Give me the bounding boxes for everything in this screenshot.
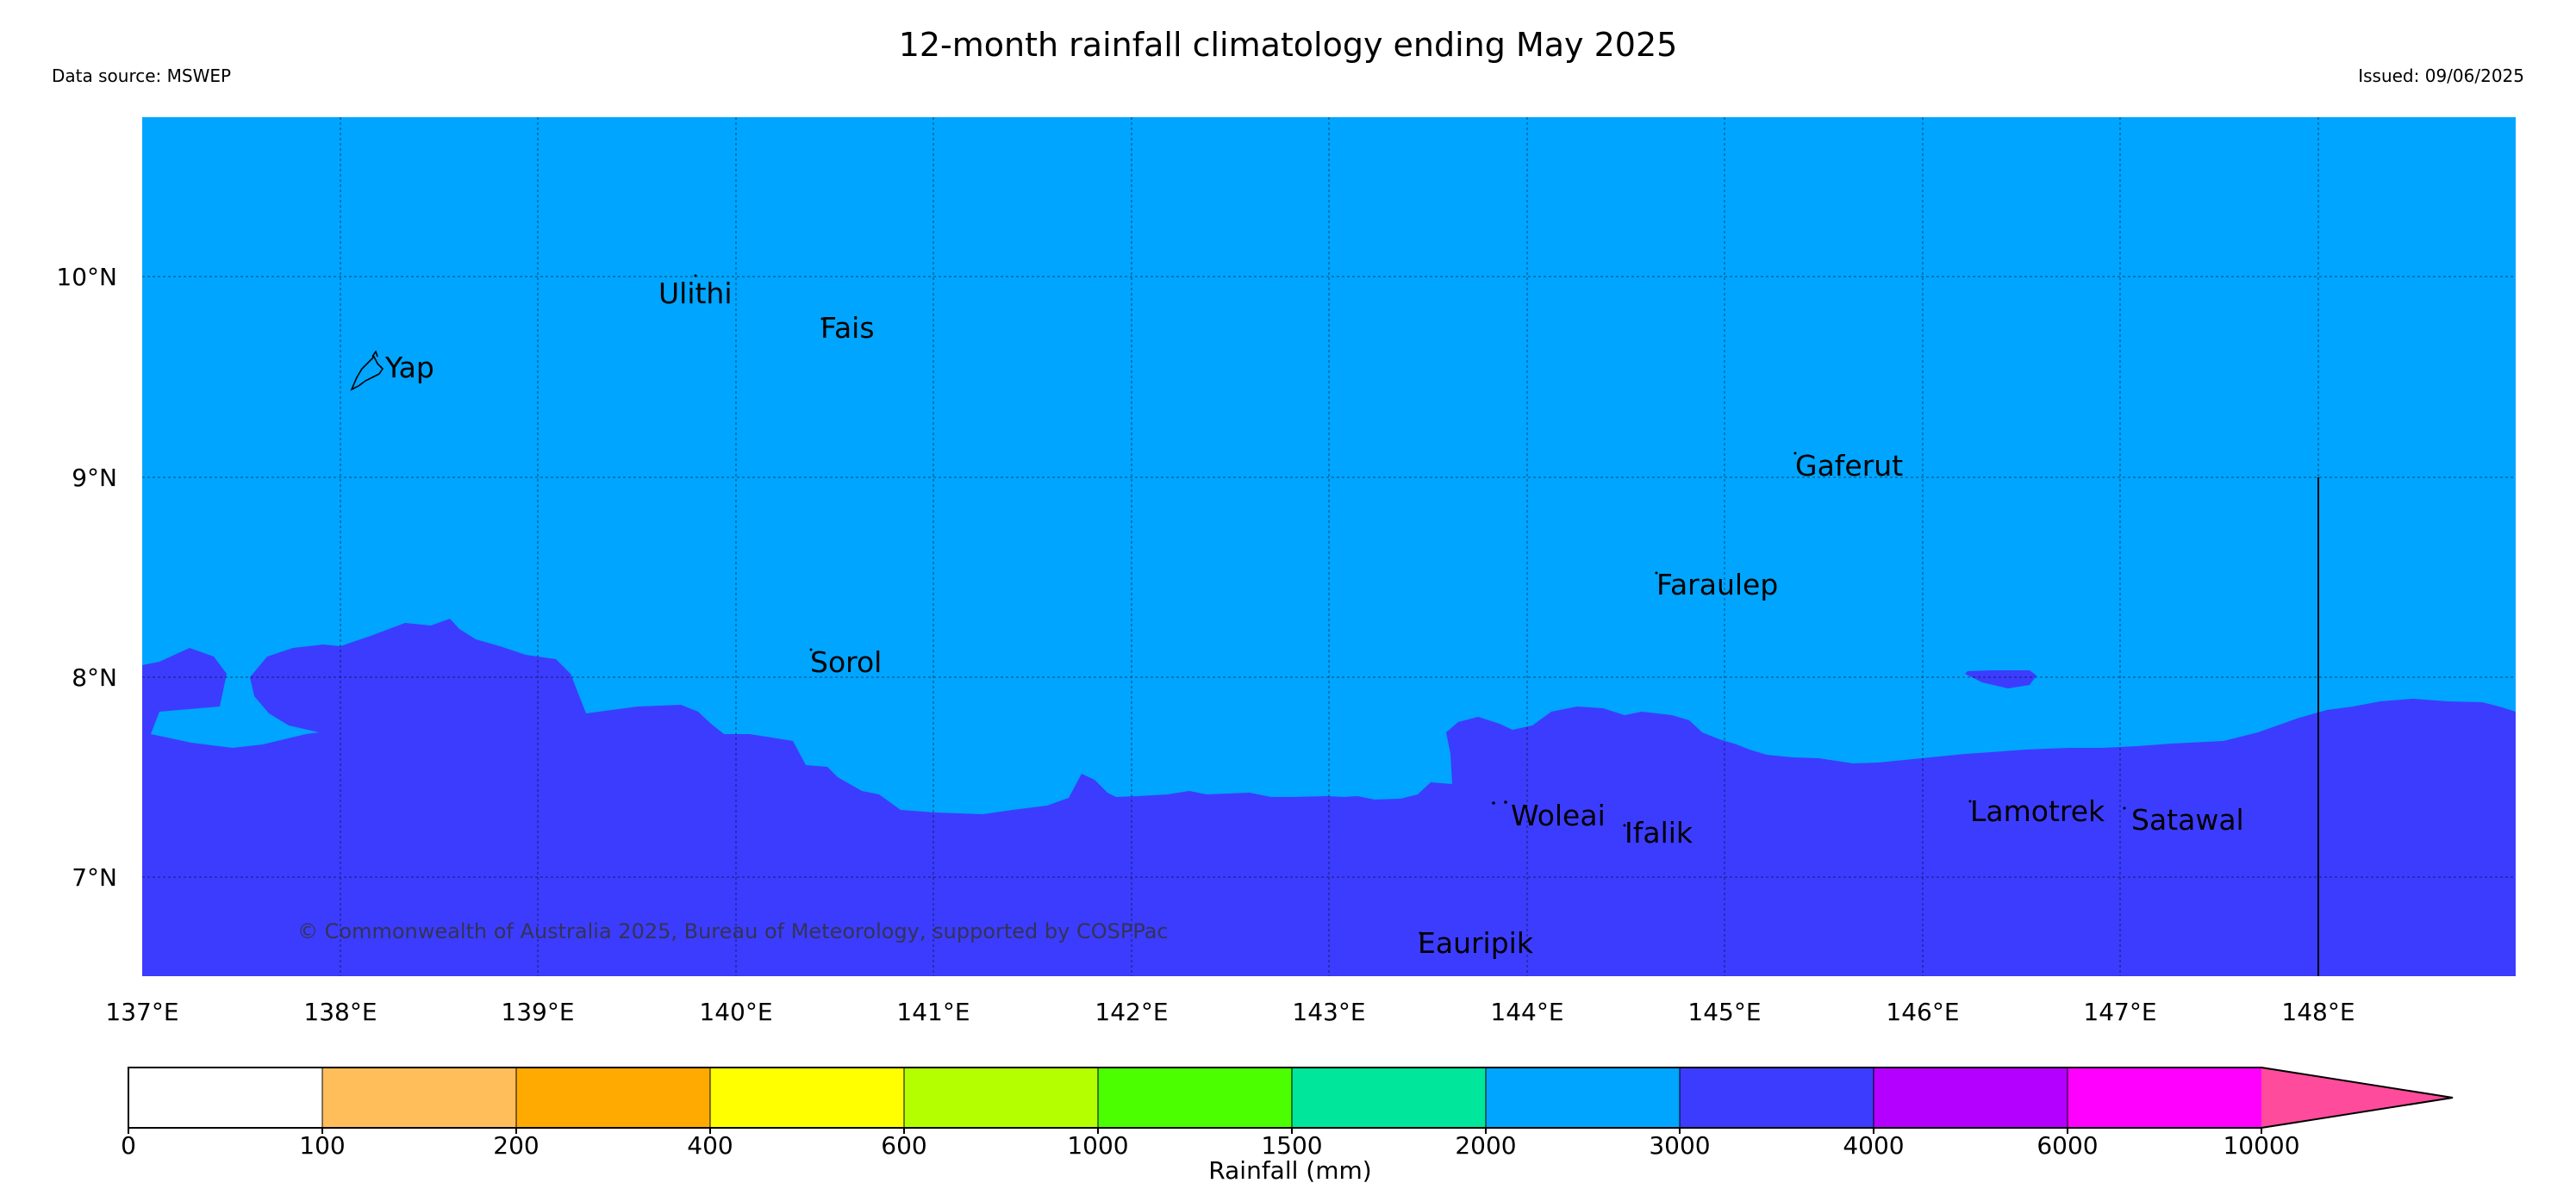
place-yap: Yap xyxy=(384,351,434,384)
colorbar-tick-6000: 6000 xyxy=(2036,1131,2098,1160)
data-source: Data source: MSWEP xyxy=(52,65,232,86)
issued-date: Issued: 09/06/2025 xyxy=(2358,65,2524,86)
x-tick-146E: 146°E xyxy=(1886,998,1959,1026)
colorbar-tick-marks xyxy=(128,1128,2262,1134)
colorbar-tick-200: 200 xyxy=(493,1131,539,1160)
place-ulithi: Ulithi xyxy=(658,277,733,310)
x-tick-139E: 139°E xyxy=(501,998,574,1026)
map-plot: Yap Ulithi Fais Gaferut Faraulep Sorol W… xyxy=(142,117,2516,976)
y-tick-8N: 8°N xyxy=(72,663,117,692)
island-markers xyxy=(694,274,2126,935)
colorbar-tick-1500: 1500 xyxy=(1261,1131,1322,1160)
place-sorol: Sorol xyxy=(810,645,882,679)
place-gaferut: Gaferut xyxy=(1795,449,1903,482)
colorbar-seg-1000-1500 xyxy=(1098,1068,1292,1128)
colorbar-tick-2000: 2000 xyxy=(1455,1131,1516,1160)
place-ifalik: Ifalik xyxy=(1625,816,1693,850)
colorbar-seg-1500-2000 xyxy=(1292,1068,1486,1128)
colorbar-tick-1000: 1000 xyxy=(1067,1131,1128,1160)
yap-island-outline xyxy=(350,350,384,391)
colorbar-dividers xyxy=(321,1068,2068,1128)
colorbar-tick-0: 0 xyxy=(121,1131,136,1160)
y-tick-7N: 7°N xyxy=(72,863,117,892)
copyright-notice: © Commonwealth of Australia 2025, Bureau… xyxy=(297,919,1169,943)
x-tick-148E: 148°E xyxy=(2281,998,2355,1026)
colorbar-seg-2000-3000 xyxy=(1486,1068,1680,1128)
island-dot-woleai-2 xyxy=(1504,800,1507,804)
island-dot-woleai-1 xyxy=(1492,801,1495,805)
y-tick-10N: 10°N xyxy=(56,263,117,291)
x-tick-145E: 145°E xyxy=(1687,998,1761,1026)
island-dot-faraulep xyxy=(1655,571,1658,575)
band-3000-4000 xyxy=(142,619,2516,976)
y-tick-9N: 9°N xyxy=(72,464,117,492)
colorbar-label: Rainfall (mm) xyxy=(1208,1156,1371,1185)
place-faraulep: Faraulep xyxy=(1656,568,1778,601)
colorbar-seg-3000-4000 xyxy=(1680,1068,1874,1128)
colorbar-outline xyxy=(128,1067,2454,1129)
place-lamotrek: Lamotrek xyxy=(1970,794,2105,828)
colorbar-seg-4000-6000 xyxy=(1874,1068,2068,1128)
colorbar-tick-labels: 0 100 200 400 600 1000 1500 2000 3000 40… xyxy=(121,1131,2299,1160)
island-dot-eauripik xyxy=(1419,931,1422,935)
x-tick-143E: 143°E xyxy=(1292,998,1365,1026)
x-tick-140E: 140°E xyxy=(699,998,772,1026)
colorbar-seg-6000-10000 xyxy=(2068,1068,2261,1128)
colorbar-seg-600-1000 xyxy=(904,1068,1098,1128)
island-dot-sorol xyxy=(809,648,813,651)
island-dot-satawal xyxy=(2123,806,2126,810)
map-title: 12-month rainfall climatology ending May… xyxy=(898,26,1678,64)
colorbar-seg-400-600 xyxy=(710,1068,904,1128)
colorbar-tick-10000: 10000 xyxy=(2223,1131,2299,1160)
island-dot-lamotrek xyxy=(1968,800,1972,803)
place-fais: Fais xyxy=(820,311,875,345)
x-tick-137E: 137°E xyxy=(105,998,178,1026)
colorbar-tick-100: 100 xyxy=(299,1131,345,1160)
x-tick-142E: 142°E xyxy=(1095,998,1168,1026)
colorbar-tick-600: 600 xyxy=(881,1131,926,1160)
x-tick-144E: 144°E xyxy=(1490,998,1563,1026)
y-axis-ticks: 7°N 8°N 9°N 10°N xyxy=(56,263,117,892)
x-tick-147E: 147°E xyxy=(2083,998,2156,1026)
colorbar-tick-400: 400 xyxy=(687,1131,733,1160)
colorbar-seg-0-100 xyxy=(128,1068,322,1128)
colorbar-seg-100-200 xyxy=(322,1068,516,1128)
place-labels: Yap Ulithi Fais Gaferut Faraulep Sorol W… xyxy=(384,277,2244,960)
island-dot-gaferut xyxy=(1793,451,1797,455)
island-dot-fais xyxy=(820,317,824,321)
colorbar-segments xyxy=(128,1068,2453,1128)
place-woleai: Woleai xyxy=(1511,799,1606,832)
x-tick-141E: 141°E xyxy=(896,998,970,1026)
place-satawal: Satawal xyxy=(2131,803,2244,837)
colorbar: 0 100 200 400 600 1000 1500 2000 3000 40… xyxy=(121,1067,2454,1185)
island-dot-ifalik xyxy=(1623,824,1626,827)
x-axis-ticks: 137°E 138°E 139°E 140°E 141°E 142°E 143°… xyxy=(105,998,2355,1026)
colorbar-tick-3000: 3000 xyxy=(1649,1131,1710,1160)
enclave-3000-4000 xyxy=(1965,670,2036,688)
colorbar-seg-200-400 xyxy=(516,1068,710,1128)
colorbar-tick-4000: 4000 xyxy=(1843,1131,1904,1160)
place-eauripik: Eauripik xyxy=(1418,926,1534,960)
gridlines xyxy=(142,117,2516,976)
x-tick-138E: 138°E xyxy=(303,998,377,1026)
colorbar-extend-arrow xyxy=(2261,1068,2453,1128)
island-dot-ulithi xyxy=(694,274,697,277)
